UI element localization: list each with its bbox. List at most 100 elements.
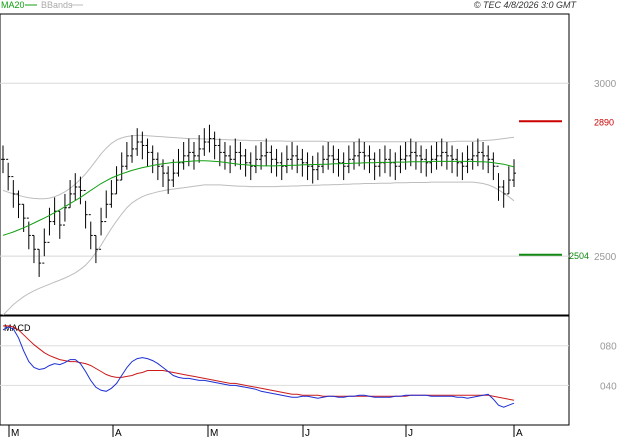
ohlc-bar bbox=[310, 155, 315, 184]
ohlc-bar bbox=[413, 142, 418, 170]
ohlc-bar bbox=[26, 217, 31, 250]
ohlc-bar bbox=[145, 138, 150, 167]
ohlc-bar bbox=[429, 145, 434, 174]
ohlc-bar bbox=[470, 142, 475, 170]
ohlc-bar bbox=[357, 138, 362, 167]
ohlc-bar bbox=[130, 135, 135, 163]
x-axis-label: A bbox=[516, 428, 523, 439]
ohlc-bar bbox=[450, 145, 455, 174]
bbands-lower-line bbox=[2, 181, 515, 316]
ohlc-bar bbox=[372, 152, 377, 181]
ohlc-bar bbox=[346, 145, 351, 174]
ohlc-bar bbox=[351, 142, 356, 170]
macd-gridlines bbox=[0, 345, 569, 386]
ohlc-bar bbox=[501, 180, 506, 208]
ohlc-bar bbox=[93, 234, 98, 264]
ohlc-bar bbox=[382, 145, 387, 174]
ohlc-bar bbox=[512, 159, 516, 187]
ohlc-bar bbox=[150, 145, 155, 174]
chart-header: MA20 BBands © TEC 4/8/2026 3:0 GMT bbox=[1, 0, 577, 10]
ohlc-bar bbox=[300, 148, 305, 177]
ohlc-bar bbox=[57, 210, 62, 239]
ohlc-bar bbox=[403, 142, 408, 170]
ohlc-bar bbox=[259, 142, 264, 170]
resistance-label: 2890 bbox=[594, 117, 614, 127]
ohlc-bar bbox=[88, 214, 93, 250]
ohlc-bar bbox=[274, 148, 279, 177]
ohlc-bar bbox=[506, 166, 511, 195]
ohlc-bar bbox=[52, 197, 57, 226]
ohlc-bar bbox=[1, 145, 5, 174]
legend-ma20-label: MA20 bbox=[1, 0, 25, 10]
macd-panel: MACD 080 040 bbox=[0, 315, 617, 426]
ohlc-bar bbox=[228, 145, 233, 174]
x-axis-label: M bbox=[210, 428, 218, 439]
ohlc-bar bbox=[140, 131, 145, 160]
ohlc-bar bbox=[78, 176, 83, 205]
price-y-tick-label: 2500 bbox=[594, 252, 617, 263]
ohlc-bar bbox=[186, 138, 191, 167]
ohlc-bar bbox=[197, 135, 202, 163]
ohlc-bar bbox=[326, 142, 331, 170]
ohlc-bar bbox=[171, 159, 176, 187]
ohlc-bar bbox=[269, 145, 274, 174]
bbands-upper-line bbox=[2, 134, 515, 200]
x-axis-label: M bbox=[11, 428, 19, 439]
ohlc-bar bbox=[331, 145, 336, 174]
ohlc-bar bbox=[243, 148, 248, 177]
ohlc-bar bbox=[315, 152, 320, 181]
macd-y-axis: 080 040 bbox=[600, 342, 617, 393]
price-y-tick-label: 3000 bbox=[594, 79, 617, 90]
ohlc-bar bbox=[434, 142, 439, 170]
x-axis-label: A bbox=[115, 428, 122, 439]
ohlc-bar bbox=[16, 190, 21, 219]
ohlc-bar bbox=[62, 193, 67, 226]
ohlc-bar bbox=[119, 152, 124, 181]
price-panel-frame bbox=[0, 13, 570, 316]
ohlc-bar bbox=[367, 145, 372, 174]
ohlc-bar bbox=[191, 142, 196, 170]
ohlc-bar bbox=[362, 142, 367, 170]
ohlc-bar bbox=[284, 145, 289, 174]
ohlc-bar bbox=[295, 145, 300, 174]
legend-bbands-label: BBands bbox=[41, 0, 73, 10]
ohlc-bar bbox=[465, 145, 470, 174]
ohlc-bar bbox=[264, 138, 269, 167]
ohlc-bar bbox=[166, 166, 171, 194]
ohlc-bar bbox=[248, 152, 253, 181]
ohlc-bar bbox=[439, 138, 444, 167]
ohlc-bar bbox=[176, 148, 181, 177]
ohlc-bar bbox=[455, 148, 460, 177]
macd-line bbox=[2, 326, 515, 408]
ohlc-bar bbox=[104, 190, 109, 223]
price-gridlines bbox=[0, 82, 569, 257]
ohlc-bar bbox=[6, 158, 11, 191]
ohlc-bar bbox=[99, 207, 104, 250]
ohlc-bar bbox=[135, 128, 140, 156]
ohlc-bar bbox=[321, 145, 326, 174]
copyright-text: © TEC 4/8/2026 3:0 GMT bbox=[474, 0, 578, 10]
ohlc-bar bbox=[341, 152, 346, 181]
ohlc-bar bbox=[491, 152, 496, 181]
macd-y-tick-label: 040 bbox=[600, 381, 617, 392]
ohlc-bar bbox=[253, 145, 258, 174]
ohlc-bar bbox=[238, 142, 243, 170]
ohlc-bar bbox=[336, 148, 341, 177]
ohlc-bars bbox=[1, 124, 516, 277]
ohlc-bar bbox=[424, 148, 429, 177]
ohlc-bar bbox=[11, 176, 16, 208]
price-y-axis: 3000 2500 bbox=[594, 79, 617, 263]
x-axis-label: J bbox=[305, 428, 310, 439]
ohlc-bar bbox=[202, 128, 207, 156]
ohlc-bar bbox=[109, 180, 114, 208]
ohlc-bar bbox=[47, 207, 52, 243]
ohlc-bar bbox=[212, 131, 217, 160]
support-label: 2504 bbox=[569, 251, 589, 261]
macd-title: MACD bbox=[4, 323, 31, 333]
ohlc-bar bbox=[42, 228, 47, 264]
ohlc-bar bbox=[460, 152, 465, 181]
ohlc-bar bbox=[481, 142, 486, 170]
ohlc-bar bbox=[222, 142, 227, 170]
